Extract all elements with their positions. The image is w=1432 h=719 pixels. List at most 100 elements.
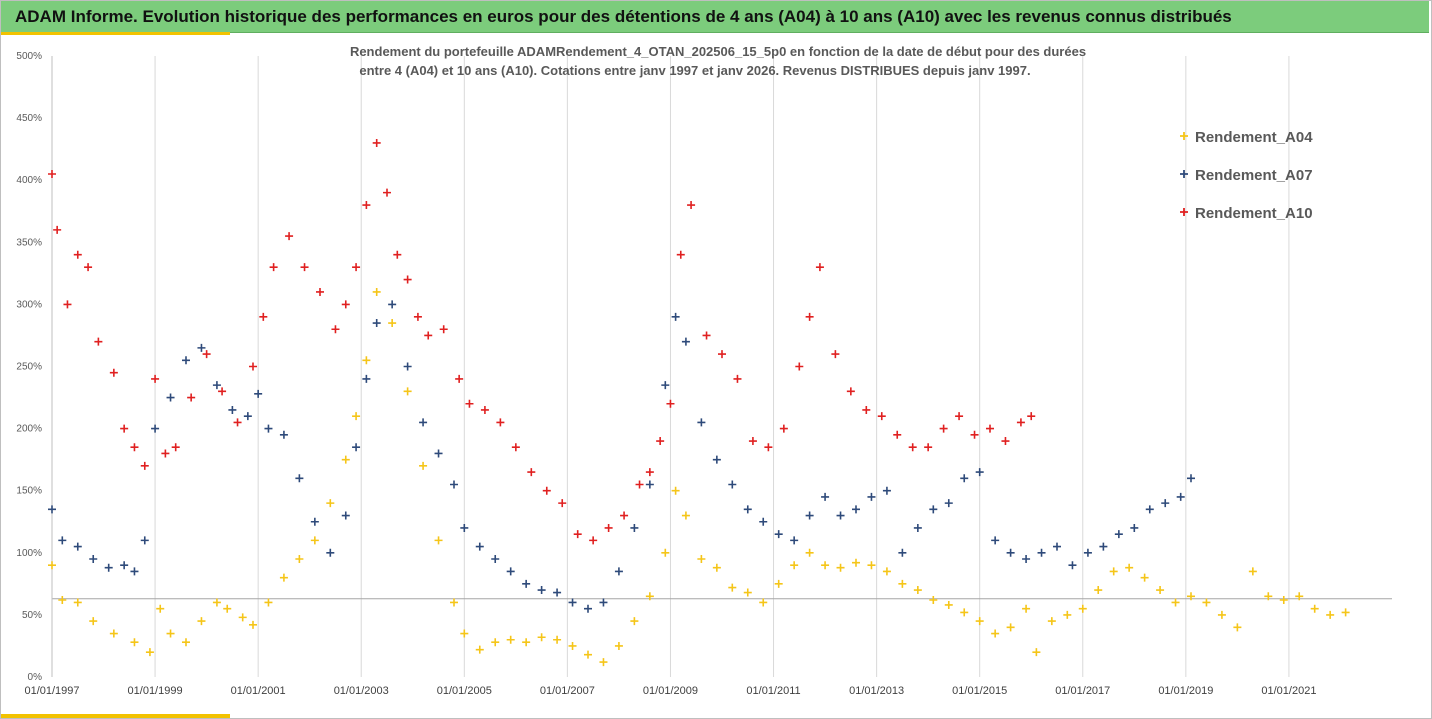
x-tick-label: 01/01/2021	[1261, 685, 1316, 697]
data-point	[553, 588, 562, 597]
data-point	[89, 555, 98, 564]
data-point	[58, 595, 67, 604]
data-point	[630, 523, 639, 532]
data-point	[1326, 610, 1335, 619]
data-point	[795, 362, 804, 371]
data-point	[388, 319, 397, 328]
data-point	[960, 608, 969, 617]
data-point	[73, 250, 82, 259]
data-point	[1248, 567, 1257, 576]
x-tick-label: 01/01/2001	[231, 685, 286, 697]
legend-marker	[1180, 170, 1188, 178]
data-point	[537, 586, 546, 595]
data-point	[1140, 573, 1149, 582]
x-tick-label: 01/01/1999	[128, 685, 183, 697]
data-point	[1083, 548, 1092, 557]
data-point	[310, 536, 319, 545]
data-point	[424, 331, 433, 340]
data-point	[944, 600, 953, 609]
data-point	[295, 555, 304, 564]
data-point	[182, 638, 190, 647]
data-point	[511, 443, 520, 452]
data-point	[285, 232, 294, 241]
data-point	[53, 225, 62, 234]
data-point	[1171, 598, 1180, 607]
data-point	[759, 598, 768, 607]
series-Rendement_A10	[48, 138, 1036, 545]
y-tick-label: 450%	[16, 113, 42, 124]
data-point	[362, 374, 371, 383]
data-point	[372, 138, 381, 147]
data-point	[712, 563, 721, 572]
data-point	[743, 505, 752, 514]
data-point	[352, 412, 361, 421]
data-point	[697, 555, 706, 564]
data-point	[1001, 437, 1010, 446]
data-point	[372, 319, 381, 328]
data-point	[1022, 555, 1031, 564]
data-point	[1068, 561, 1077, 570]
legend-label: Rendement_A04	[1195, 129, 1313, 146]
data-point	[681, 337, 690, 346]
data-point	[1027, 412, 1036, 421]
data-point	[439, 325, 448, 334]
data-point	[249, 362, 257, 371]
data-point	[733, 374, 742, 383]
data-point	[589, 536, 598, 545]
data-point	[991, 629, 1000, 638]
y-axis: 0% 50% 100% 150% 200% 250% 300% 350% 400% 450% 500…	[16, 51, 53, 683]
data-point	[341, 300, 350, 309]
data-point	[1202, 598, 1211, 607]
data-point	[656, 437, 665, 446]
data-point	[223, 604, 232, 613]
data-point	[1078, 604, 1087, 613]
y-tick-label: 50%	[22, 610, 42, 621]
data-point	[924, 443, 933, 452]
data-point	[661, 548, 670, 557]
data-point	[743, 588, 752, 597]
data-point	[537, 633, 546, 642]
data-point	[1187, 592, 1195, 601]
data-point	[238, 613, 247, 622]
y-tick-label: 0%	[28, 672, 43, 683]
data-point	[506, 635, 515, 644]
data-point	[326, 499, 335, 508]
data-point	[89, 617, 98, 626]
page-title: ADAM Informe. Evolution historique des p…	[15, 7, 1232, 26]
data-point	[790, 536, 799, 545]
data-point	[419, 461, 428, 470]
data-point	[1217, 610, 1226, 619]
legend-label: Rendement_A10	[1195, 205, 1313, 222]
data-point	[48, 561, 56, 570]
data-point	[269, 263, 278, 272]
data-point	[1022, 604, 1031, 613]
data-point	[573, 530, 582, 539]
data-point	[403, 362, 412, 371]
data-point	[506, 567, 515, 576]
data-point	[212, 381, 221, 390]
data-point	[815, 263, 824, 272]
data-point	[1264, 592, 1273, 601]
data-point	[1053, 542, 1061, 551]
data-point	[475, 542, 484, 551]
data-point	[171, 443, 180, 452]
data-point	[279, 430, 288, 439]
y-tick-label: 300%	[16, 299, 42, 310]
data-point	[913, 586, 922, 595]
data-point	[1145, 505, 1154, 514]
y-tick-label: 500%	[16, 51, 42, 62]
data-point	[805, 548, 814, 557]
data-point	[645, 592, 654, 601]
data-point	[522, 579, 531, 588]
data-point	[109, 368, 118, 377]
data-point	[145, 648, 154, 657]
chart-title-line-1: Rendement du portefeuille ADAMRendement_…	[350, 44, 1086, 59]
data-point	[852, 505, 860, 514]
data-point	[1094, 586, 1103, 595]
y-tick-label: 350%	[16, 237, 42, 248]
data-point	[645, 468, 654, 477]
data-point	[681, 511, 690, 520]
series-Rendement_A04	[48, 287, 1350, 667]
data-point	[821, 492, 830, 501]
